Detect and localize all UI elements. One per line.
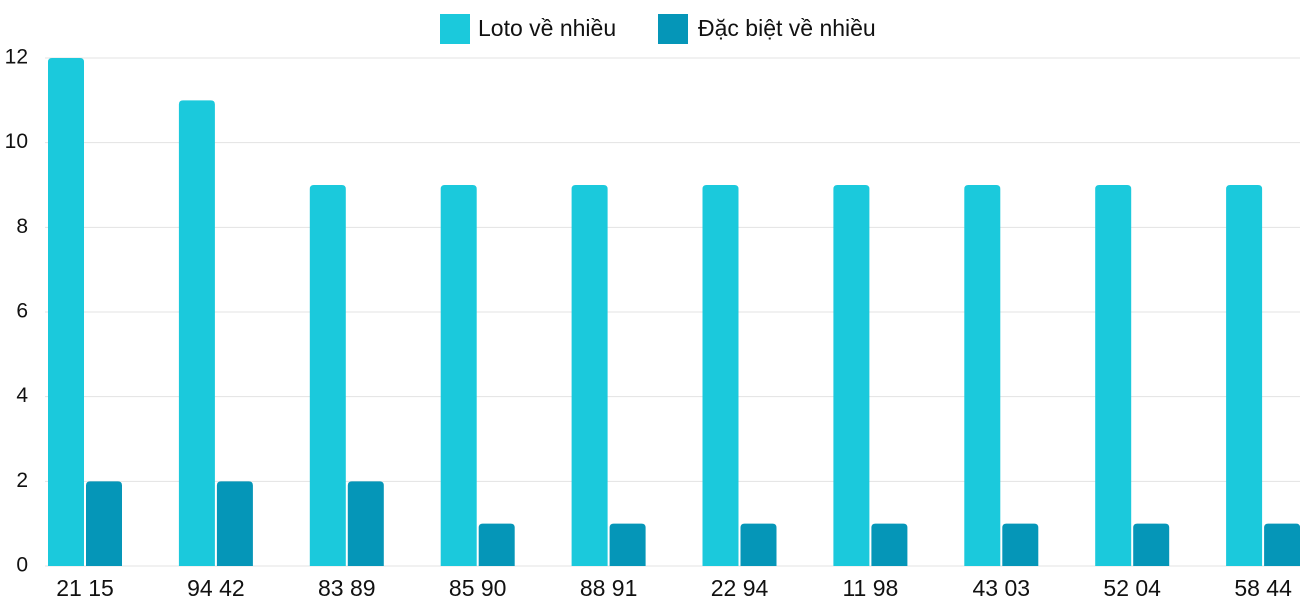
bar: [216, 481, 253, 566]
legend-swatch: [658, 14, 688, 44]
bar: [478, 523, 515, 566]
y-tick-label: 0: [16, 554, 28, 577]
bar: [1264, 523, 1300, 566]
bar: [86, 481, 122, 566]
bar: [347, 481, 384, 566]
bar: [1133, 523, 1170, 566]
x-tick-label: 85 90: [449, 575, 507, 600]
bar: [964, 185, 1001, 566]
bar: [440, 185, 477, 566]
x-tick-label: 52 04: [1103, 575, 1161, 600]
bar: [609, 523, 646, 566]
legend-label: Loto về nhiều: [478, 15, 616, 41]
bar: [48, 58, 84, 566]
y-tick-label: 10: [5, 130, 28, 153]
x-tick-label: 22 94: [711, 575, 769, 600]
bar: [702, 185, 739, 566]
bar: [1002, 523, 1039, 566]
x-tick-label: 58 44: [1234, 575, 1292, 600]
x-tick-label: 88 91: [580, 575, 638, 600]
bar: [871, 523, 908, 566]
y-tick-label: 4: [16, 384, 28, 407]
legend-swatch: [440, 14, 470, 44]
x-tick-label: 43 03: [973, 575, 1031, 600]
bar: [571, 185, 608, 566]
bar: [1095, 185, 1132, 566]
bar: [178, 100, 215, 566]
bar: [309, 185, 346, 566]
x-tick-label: 11 98: [842, 575, 898, 600]
legend-label: Đặc biệt về nhiều: [698, 15, 876, 41]
bar: [740, 523, 777, 566]
x-tick-label: 21 15: [56, 575, 114, 600]
bar: [833, 185, 870, 566]
y-tick-label: 8: [16, 215, 28, 238]
y-tick-label: 2: [16, 469, 28, 492]
x-tick-label: 94 42: [187, 575, 245, 600]
bar: [1226, 185, 1263, 566]
x-tick-label: 83 89: [318, 575, 376, 600]
y-tick-label: 12: [5, 46, 28, 69]
y-tick-label: 6: [16, 300, 28, 323]
